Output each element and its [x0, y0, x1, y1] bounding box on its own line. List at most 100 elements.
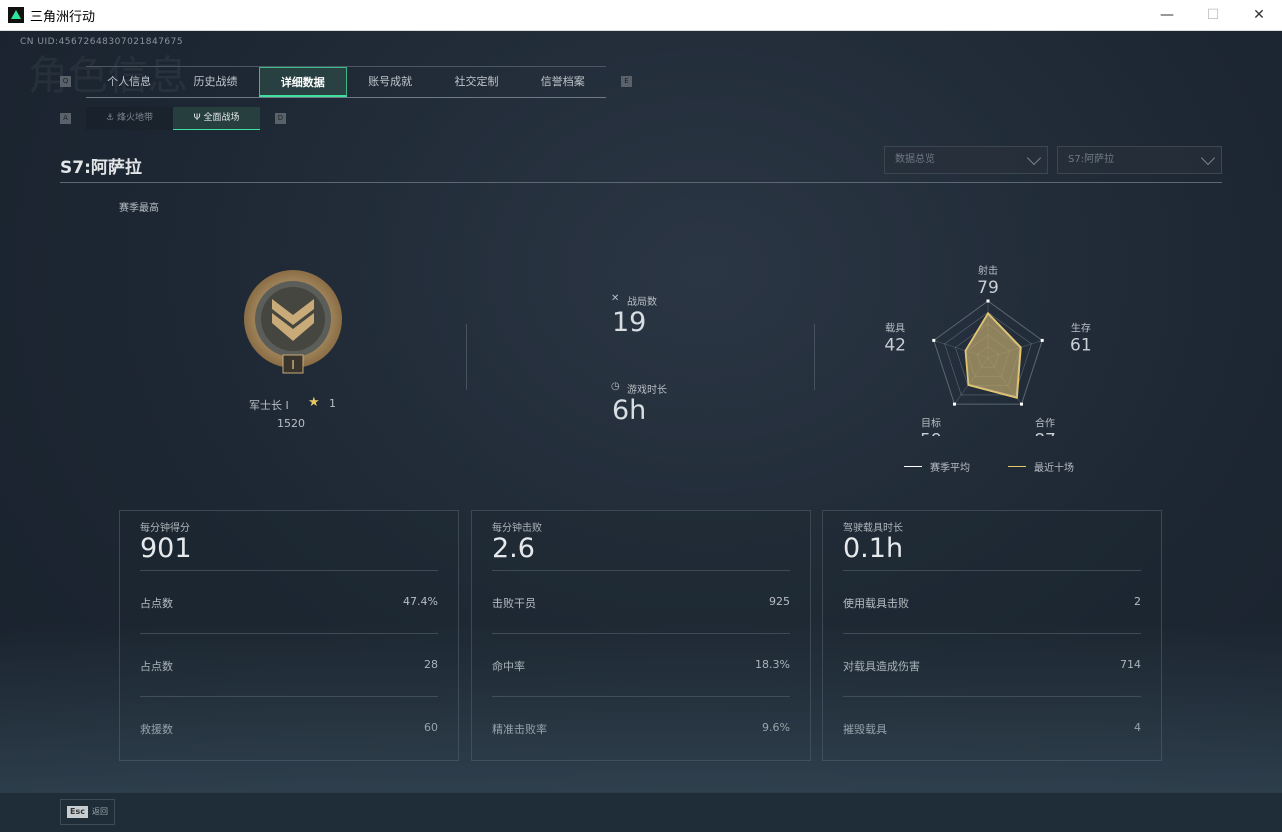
playtime-value: 6h	[612, 395, 647, 426]
star-icon: ★	[308, 395, 320, 410]
stat-label: 对载具造成伤害	[843, 660, 920, 673]
divider	[466, 324, 467, 390]
stat-label: 救援数	[140, 723, 173, 736]
chevron-down-icon	[1200, 150, 1216, 166]
swords-icon: ✕	[611, 293, 620, 304]
subtab-label: 烽火地带	[116, 113, 153, 123]
radar-vertex	[932, 338, 936, 342]
legend-recent-ten: 最近十场	[1008, 459, 1074, 474]
badge-numeral: I	[291, 358, 295, 372]
tab-history[interactable]: 历史战绩	[193, 75, 238, 88]
stat-label: 占点数	[140, 660, 173, 673]
radar-axis-value: 87	[1034, 430, 1056, 436]
stat-row: 精准击败率 9.6%	[492, 696, 790, 759]
stat-row: 摧毁载具 4	[843, 696, 1141, 759]
tab-personal-info[interactable]: 个人信息	[107, 75, 152, 88]
minimize-button[interactable]: —	[1160, 7, 1174, 23]
radar-axis-label: 载具	[885, 323, 905, 335]
close-button[interactable]: ✕	[1253, 7, 1265, 23]
subtab-warfare[interactable]: Ψ 全面战场	[173, 107, 260, 130]
radar-axis-value: 59	[920, 430, 942, 436]
radar-axis-value: 79	[977, 278, 999, 298]
card-heading: 每分钟得分	[140, 523, 190, 534]
stats-card: 每分钟击败 2.6 击败干员 925 命中率 18.3% 精准击败率 9.6%	[471, 510, 811, 761]
radar-grid-ring	[933, 300, 1043, 405]
tab-achievements[interactable]: 账号成就	[368, 75, 413, 88]
radar-vertex	[1040, 338, 1044, 342]
card-heading: 驾驶载具时长	[843, 523, 903, 534]
stat-row: 救援数 60	[140, 696, 438, 759]
tab-detailed-data[interactable]: 详细数据	[258, 67, 347, 97]
radar-axis-value: 61	[1070, 336, 1092, 356]
stat-row: 命中率 18.3%	[492, 633, 790, 696]
radar-vertex	[1020, 402, 1024, 406]
stat-value: 28	[424, 658, 438, 671]
stat-row: 使用载具击败 2	[843, 570, 1141, 633]
tab-reputation[interactable]: 信誉档案	[540, 75, 585, 88]
divider	[60, 182, 1222, 183]
season-dropdown[interactable]: S7:阿萨拉	[1057, 146, 1222, 174]
stat-value: 18.3%	[755, 658, 790, 671]
maximize-button[interactable]: ☐	[1206, 7, 1220, 23]
divider	[814, 324, 815, 390]
legend-swatch	[1008, 466, 1026, 467]
stat-value: 60	[424, 721, 438, 734]
prev-tab-key[interactable]: Q	[60, 76, 71, 87]
legend-label: 最近十场	[1034, 463, 1074, 474]
radar-axis-label: 生存	[1071, 322, 1091, 335]
card-main-value: 2.6	[492, 533, 535, 564]
matches-value: 19	[612, 307, 647, 338]
rank-name: 军士长 I	[249, 399, 289, 412]
app-logo-icon	[8, 7, 24, 23]
legend-swatch	[904, 466, 922, 467]
card-main-value: 901	[140, 533, 192, 564]
esc-key: Esc	[67, 806, 88, 818]
playtime-label: 游戏时长	[627, 385, 667, 396]
rank-badge-icon: I	[244, 270, 342, 374]
rank-score: 1520	[277, 417, 305, 430]
stat-label: 击败干员	[492, 597, 536, 610]
card-heading: 每分钟击败	[492, 523, 542, 534]
next-subtab-key[interactable]: D	[275, 113, 286, 124]
matches-label: 战局数	[627, 297, 657, 308]
stat-value: 4	[1134, 721, 1141, 734]
stat-label: 使用载具击败	[843, 597, 909, 610]
next-tab-key[interactable]: E	[621, 76, 632, 87]
background-title: 角色信息	[28, 53, 188, 99]
stat-row: 击败干员 925	[492, 570, 790, 633]
stats-card: 每分钟得分 901 占点数 47.4% 占点数 28 救援数 60	[119, 510, 459, 761]
data-view-dropdown[interactable]: 数据总览	[884, 146, 1048, 174]
stat-row: 占点数 28	[140, 633, 438, 696]
footer-bar: Esc 返回	[0, 792, 1282, 832]
main-tabs: 个人信息 历史战绩 详细数据 账号成就 社交定制 信誉档案	[86, 66, 606, 98]
radar-vertex	[986, 299, 990, 303]
prev-subtab-key[interactable]: A	[60, 113, 71, 124]
app-content: 角色信息 CN UID:45672648307021847675 Q 个人信息 …	[0, 31, 1282, 832]
chevron-down-icon	[1026, 150, 1042, 166]
stats-card: 驾驶载具时长 0.1h 使用载具击败 2 对载具造成伤害 714 摧毁载具 4	[822, 510, 1162, 761]
legend-label: 赛季平均	[930, 463, 970, 474]
back-button[interactable]: Esc 返回	[60, 799, 115, 825]
stat-label: 命中率	[492, 660, 525, 673]
radar-grid-ring	[944, 312, 1032, 396]
anchor-icon: ⚓	[106, 113, 117, 123]
stat-label: 摧毁载具	[843, 723, 887, 736]
radar-axis-label: 目标	[921, 417, 941, 429]
stat-value: 925	[769, 595, 790, 608]
tab-social[interactable]: 社交定制	[454, 75, 499, 88]
radar-series-recent-ten	[964, 311, 1022, 399]
dropdown-value: 数据总览	[895, 154, 935, 165]
stat-value: 714	[1120, 658, 1141, 671]
stat-row: 占点数 47.4%	[140, 570, 438, 633]
stat-row: 对载具造成伤害 714	[843, 633, 1141, 696]
legend-season-avg: 赛季平均	[904, 459, 970, 474]
stat-label: 精准击败率	[492, 723, 547, 736]
subtab-operations[interactable]: ⚓ 烽火地带	[86, 107, 173, 130]
season-best-label: 赛季最高	[119, 203, 159, 214]
window-titlebar: 三角洲行动 — ☐ ✕	[0, 0, 1282, 31]
trident-icon: Ψ	[193, 113, 204, 123]
radar-axis-label: 合作	[1035, 416, 1055, 429]
window-title: 三角洲行动	[30, 9, 96, 25]
back-label: 返回	[91, 807, 108, 816]
radar-axis-value: 42	[884, 336, 906, 356]
